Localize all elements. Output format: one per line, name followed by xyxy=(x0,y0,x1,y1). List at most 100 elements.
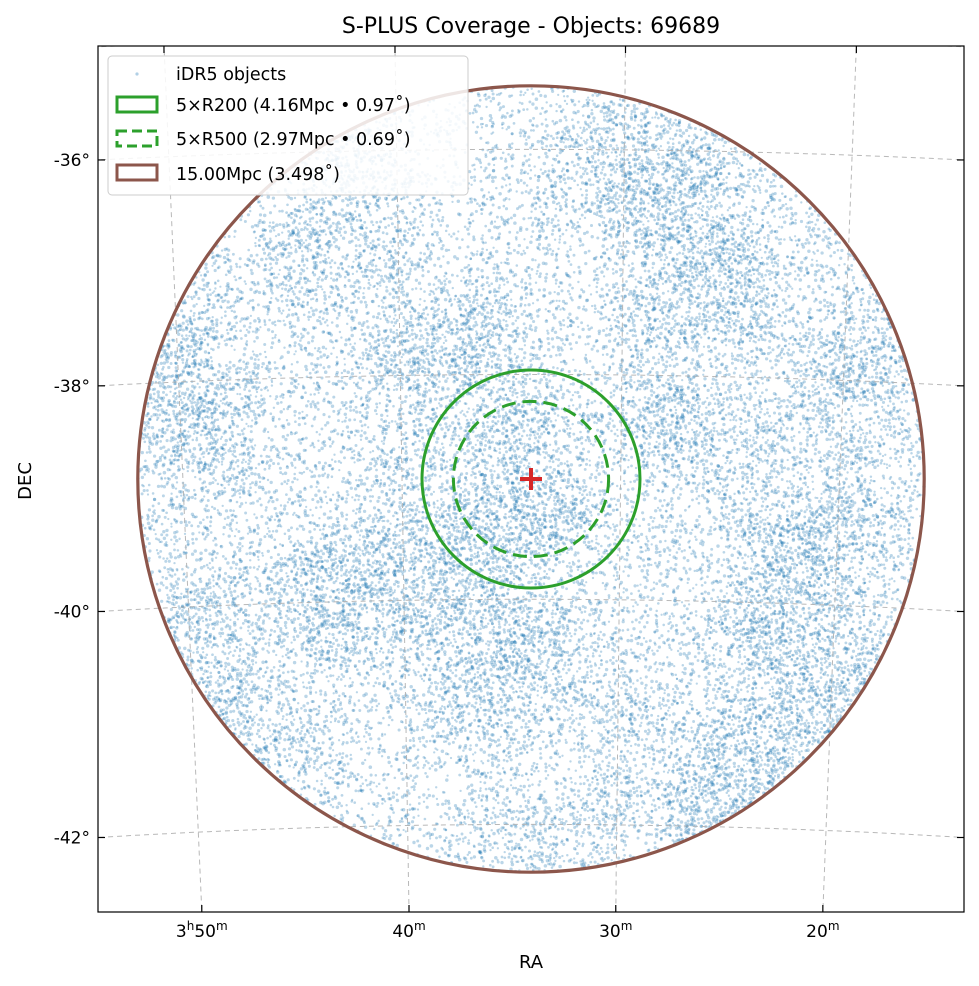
object-point xyxy=(839,540,842,543)
object-point xyxy=(667,290,670,293)
object-point xyxy=(376,287,379,291)
object-point xyxy=(538,601,542,605)
object-point xyxy=(323,669,326,672)
object-point xyxy=(518,549,521,552)
object-point xyxy=(378,563,381,566)
object-point xyxy=(615,210,619,214)
object-point xyxy=(634,691,637,694)
object-point xyxy=(411,589,416,593)
object-point xyxy=(514,786,518,790)
object-point xyxy=(341,692,345,696)
object-point xyxy=(423,608,427,613)
object-point xyxy=(770,475,774,479)
object-point xyxy=(252,566,256,569)
object-point xyxy=(830,674,834,678)
object-point xyxy=(213,420,216,424)
object-point xyxy=(235,671,240,676)
object-point xyxy=(356,583,359,586)
object-point xyxy=(532,761,536,765)
object-point xyxy=(527,719,531,723)
object-point xyxy=(484,388,488,392)
object-point xyxy=(287,702,291,707)
object-point xyxy=(641,703,645,707)
object-point xyxy=(246,664,251,669)
object-point xyxy=(840,666,844,670)
object-point xyxy=(384,262,388,266)
object-point xyxy=(704,632,708,637)
object-point xyxy=(811,327,816,332)
object-point xyxy=(652,725,655,728)
object-point xyxy=(392,317,396,320)
object-point xyxy=(688,813,691,816)
object-point xyxy=(544,762,548,766)
object-point xyxy=(266,549,270,553)
object-point xyxy=(215,582,219,586)
object-point xyxy=(607,694,611,698)
object-point xyxy=(506,713,509,717)
object-point xyxy=(862,291,865,295)
object-point xyxy=(235,528,238,531)
object-point xyxy=(481,625,486,630)
object-point xyxy=(681,131,686,135)
object-point xyxy=(901,387,905,392)
object-point xyxy=(488,842,492,847)
object-point xyxy=(313,665,317,668)
object-point xyxy=(857,440,861,444)
object-point xyxy=(647,269,651,273)
object-point xyxy=(233,315,237,320)
object-point xyxy=(286,635,289,638)
object-point xyxy=(279,401,283,404)
object-point xyxy=(762,278,766,282)
object-point xyxy=(646,144,649,147)
object-point xyxy=(571,205,575,209)
object-point xyxy=(859,452,863,456)
object-point xyxy=(486,315,490,319)
object-point xyxy=(577,789,581,793)
object-point xyxy=(444,229,448,233)
object-point xyxy=(248,325,252,329)
object-point xyxy=(391,359,395,363)
object-point xyxy=(260,708,263,712)
object-point xyxy=(748,796,752,801)
object-point xyxy=(505,667,509,672)
object-point xyxy=(678,271,682,275)
object-point xyxy=(256,567,259,571)
object-point xyxy=(609,560,613,564)
object-point xyxy=(533,433,536,437)
object-point xyxy=(176,468,181,472)
object-point xyxy=(310,643,314,648)
object-point xyxy=(780,289,784,292)
object-point xyxy=(162,485,167,489)
object-point xyxy=(575,839,579,843)
object-point xyxy=(488,114,493,118)
object-point xyxy=(249,287,253,292)
object-point xyxy=(411,560,414,564)
object-point xyxy=(751,316,755,319)
object-point xyxy=(728,206,731,210)
object-point xyxy=(642,747,647,752)
object-point xyxy=(462,361,466,365)
object-point xyxy=(411,403,415,407)
object-point xyxy=(792,474,796,478)
object-point xyxy=(811,408,815,413)
object-point xyxy=(416,524,419,527)
object-point xyxy=(443,589,446,593)
object-point xyxy=(148,450,152,454)
object-point xyxy=(551,595,554,598)
object-point xyxy=(581,695,585,699)
object-point xyxy=(249,430,253,434)
object-point xyxy=(196,524,200,528)
object-point xyxy=(248,389,251,393)
object-point xyxy=(588,710,592,714)
object-point xyxy=(811,654,815,658)
object-point xyxy=(493,618,496,621)
object-point xyxy=(296,616,300,621)
object-point xyxy=(793,448,796,451)
object-point xyxy=(375,516,379,520)
object-point xyxy=(659,331,663,336)
object-point xyxy=(691,528,694,532)
object-point xyxy=(356,638,360,642)
object-point xyxy=(476,628,479,632)
object-point xyxy=(535,460,539,464)
object-point xyxy=(665,355,669,358)
